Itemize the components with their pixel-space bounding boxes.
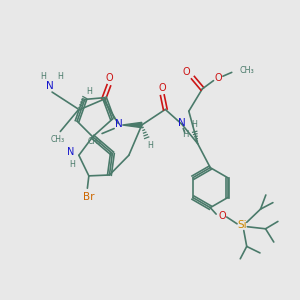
Text: H: H <box>86 87 92 96</box>
Text: CH₃: CH₃ <box>88 137 102 146</box>
Text: H: H <box>40 72 46 81</box>
Text: CH₃: CH₃ <box>51 135 65 144</box>
Text: H: H <box>69 160 75 169</box>
Text: N: N <box>178 118 186 128</box>
Text: Br: Br <box>82 192 94 202</box>
Text: H: H <box>57 72 63 81</box>
Polygon shape <box>122 122 142 128</box>
Text: O: O <box>183 68 190 77</box>
Text: Si: Si <box>238 220 247 230</box>
Text: CH₃: CH₃ <box>239 66 254 75</box>
Text: O: O <box>158 83 166 93</box>
Text: N: N <box>115 118 123 128</box>
Text: O: O <box>106 73 113 83</box>
Text: N: N <box>46 81 54 91</box>
Text: H: H <box>182 130 188 139</box>
Text: H: H <box>147 140 153 149</box>
Text: N: N <box>67 147 74 158</box>
Text: H: H <box>191 120 197 129</box>
Text: O: O <box>215 73 223 83</box>
Text: O: O <box>218 211 226 220</box>
